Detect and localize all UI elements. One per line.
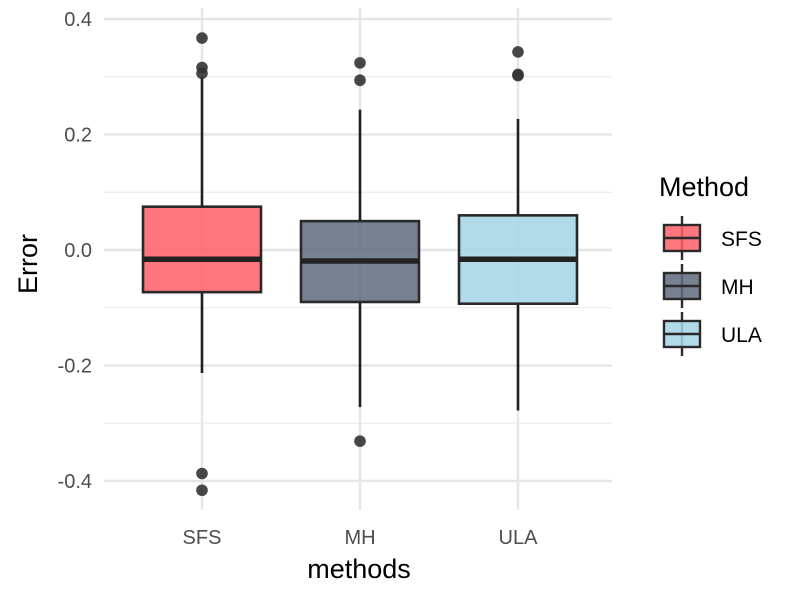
legend-title: Method — [659, 172, 749, 202]
box-mh — [299, 109, 421, 408]
x-tick-label: MH — [344, 527, 375, 549]
outlier-points — [196, 32, 524, 497]
box-rect — [141, 205, 263, 294]
y-tick-label: -0.2 — [58, 356, 92, 378]
legend-item-ula: ULA — [662, 312, 762, 356]
x-axis-title: methods — [307, 554, 411, 584]
x-axis-ticks: SFS MH ULA — [183, 527, 539, 549]
outlier-point — [354, 57, 366, 69]
legend: Method SFS MH ULA — [659, 172, 762, 356]
legend-label: MH — [721, 276, 754, 299]
legend-label: SFS — [721, 228, 762, 251]
y-axis-ticks: -0.4 -0.2 0.0 0.2 0.4 — [58, 9, 92, 493]
box-sfs — [141, 76, 263, 374]
outlier-point — [196, 484, 208, 497]
outlier-point — [354, 435, 366, 447]
y-tick-label: 0.2 — [64, 125, 92, 147]
boxes — [141, 76, 579, 411]
x-tick-label: ULA — [499, 527, 539, 549]
legend-label: ULA — [721, 324, 762, 347]
y-tick-label: -0.4 — [58, 471, 92, 493]
outlier-point — [196, 67, 208, 80]
outlier-point — [512, 69, 524, 82]
y-tick-label: 0.4 — [64, 9, 92, 31]
legend-item-sfs: SFS — [662, 216, 762, 260]
y-tick-label: 0.0 — [64, 240, 92, 262]
outlier-point — [354, 74, 366, 87]
x-tick-label: SFS — [183, 527, 222, 549]
legend-item-mh: MH — [662, 264, 754, 308]
y-axis-title: Error — [13, 234, 43, 294]
outlier-point — [196, 32, 208, 44]
outlier-point — [512, 46, 524, 58]
box-ula — [457, 118, 579, 411]
outlier-point — [196, 467, 208, 480]
legend-items: SFS MH ULA — [662, 216, 762, 356]
